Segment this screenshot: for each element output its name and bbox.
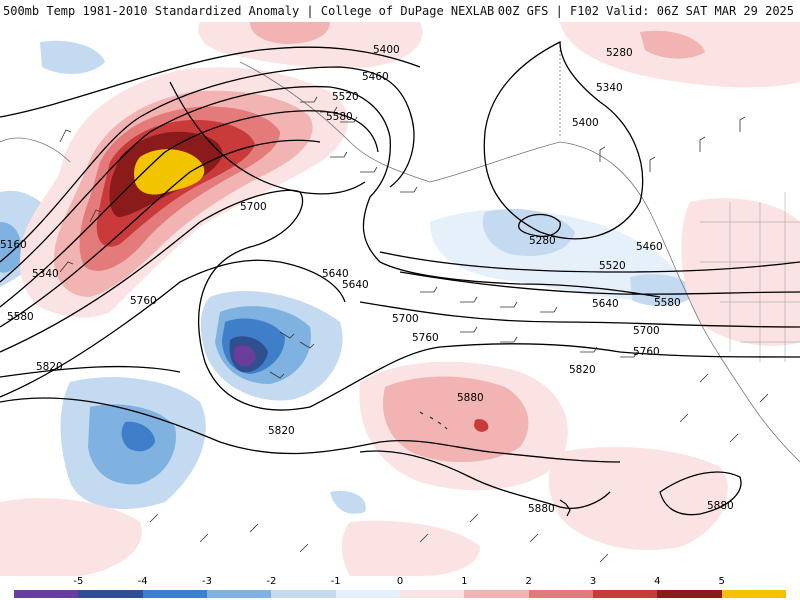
contour-label: 5760 (633, 346, 660, 358)
contour-label: 5700 (392, 313, 419, 325)
model-run-info: 00Z GFS | F102 Valid: 06Z SAT MAR 29 202… (497, 4, 794, 18)
wind-barbs (59, 96, 769, 563)
colorbar-tick-label: -5 (73, 576, 84, 587)
warm-anomaly-north-pacific (20, 67, 349, 318)
contour-label: 5160 (0, 239, 27, 251)
contour-label: 5820 (36, 361, 63, 373)
contour-label: 5400 (572, 117, 599, 129)
warm-anomaly-subtropical (359, 361, 568, 491)
colorbar-strip (14, 590, 787, 598)
title-bar: 500mb Temp 1981-2010 Standardized Anomal… (0, 0, 800, 22)
contour-label: 5280 (529, 235, 556, 247)
colorbar-segment (14, 590, 79, 598)
colorbar-tick-label: -1 (330, 576, 341, 587)
warm-anomaly-north (198, 22, 800, 88)
colorbar-tick-label: 5 (718, 576, 725, 587)
contour-labels: 5400 5460 5520 5580 5280 5340 5400 5700 … (0, 44, 734, 515)
colorbar-tick-label: 4 (654, 576, 661, 587)
contour-label: 5700 (240, 201, 267, 213)
colorbar-tick-label: 2 (525, 576, 532, 587)
colorbar-tick-label: 1 (461, 576, 468, 587)
colorbar-segment (593, 590, 658, 598)
contour-label: 5520 (332, 91, 359, 103)
colorbar-segment (528, 590, 594, 598)
contour-label: 5400 (373, 44, 400, 56)
map-title: 500mb Temp 1981-2010 Standardized Anomal… (3, 4, 495, 18)
height-contours (0, 40, 800, 517)
contour-label: 5340 (32, 268, 59, 280)
contour-label: 5280 (606, 47, 633, 59)
contour-label: 5640 (592, 298, 619, 310)
contour-label: 5760 (130, 295, 157, 307)
anomaly-colorbar: -5 -4 -3 -2 -1 0 1 2 3 4 5 (0, 576, 800, 600)
warm-anomaly-east (0, 198, 800, 576)
colorbar-segment (78, 590, 144, 598)
contour-label: 5580 (654, 297, 681, 309)
colorbar-segment (400, 590, 465, 598)
colorbar-segment (335, 590, 401, 598)
colorbar-tick-label: -2 (266, 576, 277, 587)
map-canvas: 5400 5460 5520 5580 5280 5340 5400 5700 … (0, 22, 800, 576)
contour-label: 5820 (268, 425, 295, 437)
contour-label: 5760 (412, 332, 439, 344)
cold-anomaly-northeast-pacific (430, 208, 695, 306)
colorbar-segment (464, 590, 530, 598)
colorbar-segment (657, 590, 723, 598)
contour-label: 5700 (633, 325, 660, 337)
colorbar-tick-label: -4 (137, 576, 148, 587)
colorbar-tick-label: -3 (202, 576, 212, 587)
contour-label: 5460 (362, 71, 389, 83)
contour-label: 5640 (322, 268, 349, 280)
colorbar-segment (271, 590, 337, 598)
cold-anomaly-mid-pacific (200, 290, 343, 401)
colorbar-segment (207, 590, 272, 598)
contour-label: 5880 (707, 500, 734, 512)
contour-label: 5880 (528, 503, 555, 515)
contour-label: 5340 (596, 82, 623, 94)
contour-label: 5580 (7, 311, 34, 323)
contour-label: 5880 (457, 392, 484, 404)
contour-label: 5520 (599, 260, 626, 272)
map-panel: 5400 5460 5520 5580 5280 5340 5400 5700 … (0, 22, 800, 576)
colorbar-tick-label: 3 (589, 576, 597, 587)
colorbar-tick-label: 0 (396, 576, 404, 587)
cold-anomaly-southwest (60, 377, 206, 510)
contour-label: 5580 (326, 111, 353, 123)
contour-label: 5460 (636, 241, 663, 253)
contour-label: 5640 (342, 279, 369, 291)
colorbar-segment (142, 590, 208, 598)
coastlines (0, 42, 800, 463)
colorbar-segment (721, 590, 787, 598)
contour-label: 5820 (569, 364, 596, 376)
